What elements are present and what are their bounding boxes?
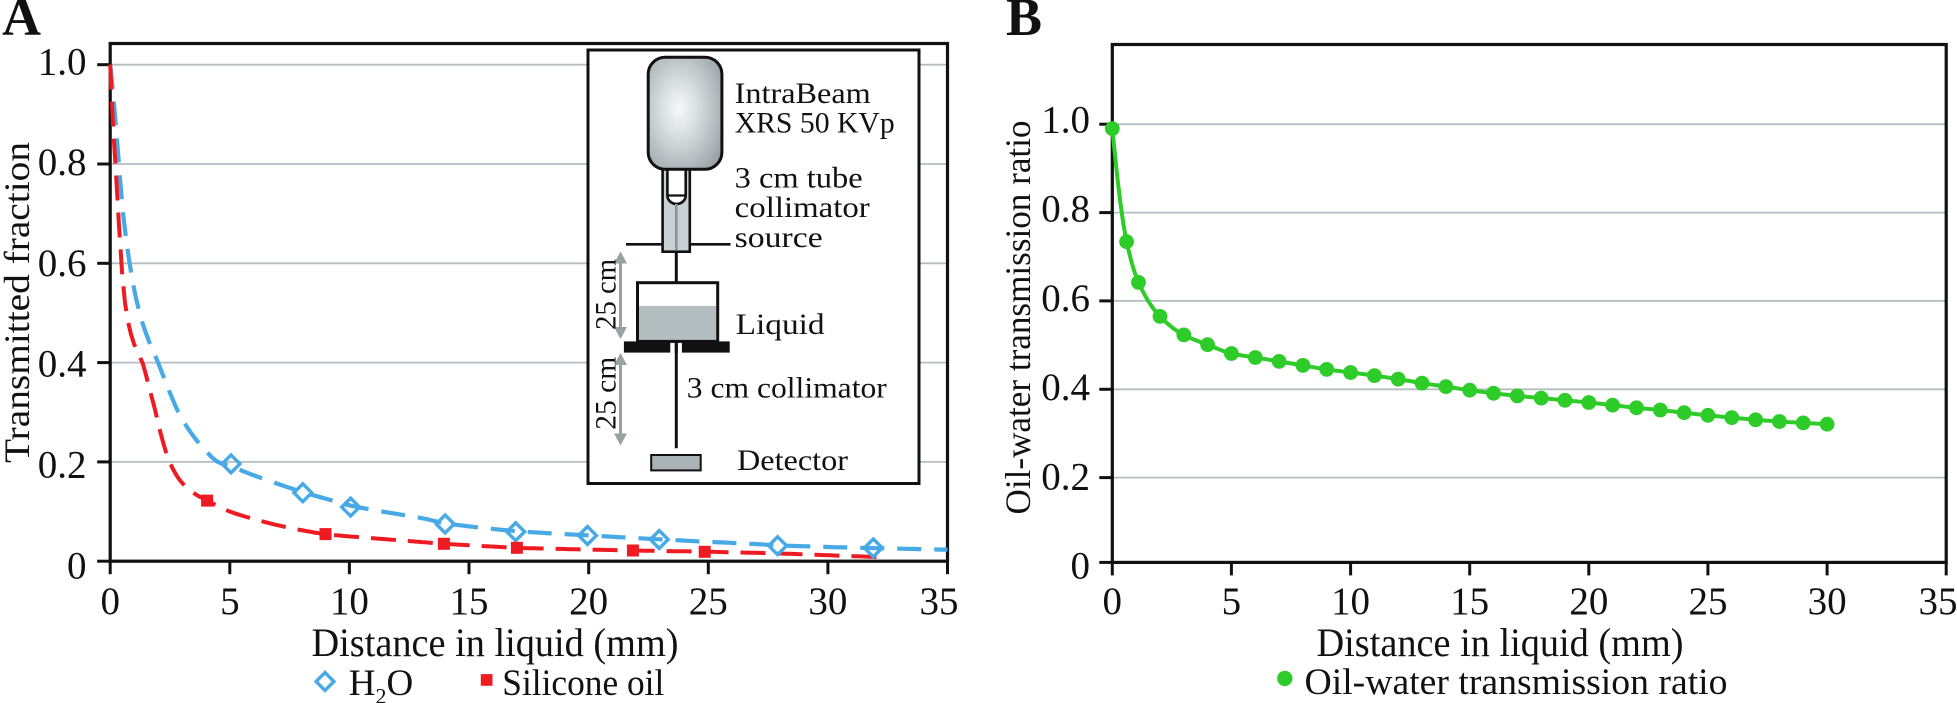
svg-text:0.2: 0.2 [1041,455,1090,498]
svg-text:30: 30 [1808,580,1847,623]
svg-text:35: 35 [1919,580,1957,623]
svg-text:Silicone oil: Silicone oil [502,663,664,703]
svg-text:1.0: 1.0 [1041,98,1090,141]
svg-text:B: B [1006,0,1042,47]
svg-text:5: 5 [220,580,240,623]
svg-text:0: 0 [1071,545,1091,588]
svg-text:0.4: 0.4 [1041,366,1090,409]
svg-text:0.6: 0.6 [38,242,87,285]
svg-text:0.8: 0.8 [1041,188,1090,231]
svg-text:A: A [2,0,41,47]
svg-text:25: 25 [689,580,728,623]
svg-text:15: 15 [1450,580,1489,623]
svg-text:1.0: 1.0 [38,40,87,83]
svg-text:Detector: Detector [737,444,848,477]
svg-text:3 cm collimator: 3 cm collimator [687,372,887,405]
svg-text:XRS 50 KVp: XRS 50 KVp [735,107,895,140]
svg-text:3 cm tube: 3 cm tube [735,162,863,195]
svg-text:source: source [735,221,823,254]
svg-text:10: 10 [330,580,369,623]
svg-text:25: 25 [1688,580,1727,623]
svg-text:0.2: 0.2 [38,444,87,487]
svg-text:Oil-water transmission ratio: Oil-water transmission ratio [1305,661,1728,702]
svg-text:collimator: collimator [735,191,870,224]
svg-text:5: 5 [1222,580,1242,623]
svg-text:20: 20 [569,580,608,623]
svg-text:Distance in liquid (mm): Distance in liquid (mm) [312,620,679,665]
svg-text:30: 30 [808,580,847,623]
svg-text:H2O: H2O [349,663,413,703]
svg-text:Oil-water transmission ratio: Oil-water transmission ratio [998,121,1038,515]
svg-text:0: 0 [1103,580,1123,623]
svg-text:15: 15 [450,580,489,623]
svg-text:Liquid: Liquid [736,308,825,341]
svg-text:20: 20 [1569,580,1608,623]
svg-text:25 cm: 25 cm [590,357,623,430]
svg-text:35: 35 [920,580,959,623]
svg-text:0.8: 0.8 [38,141,87,184]
svg-text:Distance in liquid (mm): Distance in liquid (mm) [1317,620,1684,665]
svg-text:0.6: 0.6 [1041,277,1090,320]
svg-text:Transmitted fraction: Transmitted fraction [0,142,37,463]
svg-text:0.4: 0.4 [38,343,87,386]
svg-text:25 cm: 25 cm [590,259,623,330]
svg-text:IntraBeam: IntraBeam [735,77,871,110]
svg-text:10: 10 [1331,580,1370,623]
svg-text:0: 0 [100,580,120,623]
svg-text:0: 0 [67,544,87,587]
